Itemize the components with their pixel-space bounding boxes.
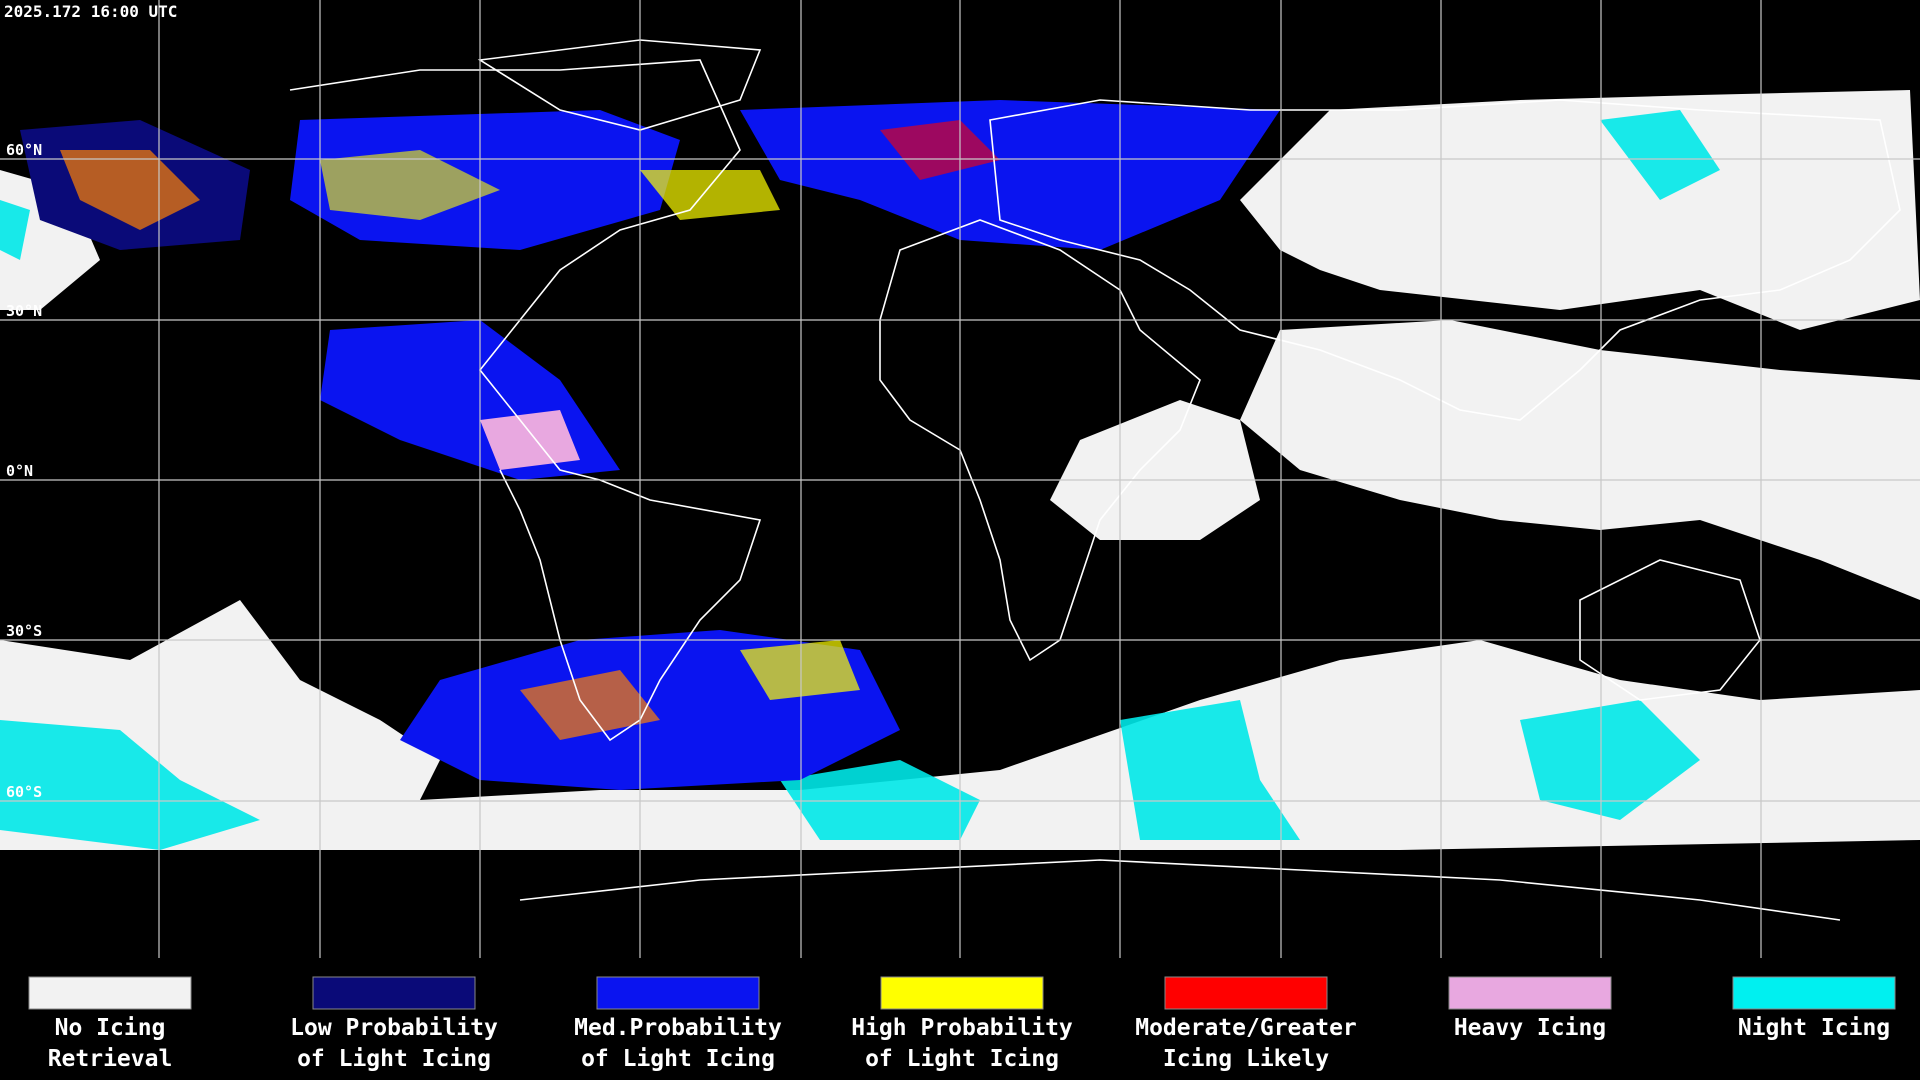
legend-label: of Light Icing [865, 1046, 1059, 1072]
timestamp: 2025.172 16:00 UTC [4, 2, 177, 21]
legend-swatch [1164, 976, 1328, 1010]
latitude-label: 30°N [6, 302, 42, 320]
legend-label: Heavy Icing [1454, 1015, 1606, 1041]
map [0, 0, 1920, 958]
icing-areas [20, 100, 1280, 790]
coastlines [289, 39, 1901, 921]
no-icing-areas [0, 90, 1920, 850]
legend-label: High Probability [851, 1015, 1073, 1041]
legend-label: No Icing [55, 1015, 166, 1041]
legend-label: of Light Icing [297, 1046, 491, 1072]
legend-swatch [1448, 976, 1612, 1010]
legend-label: of Light Icing [581, 1046, 775, 1072]
latitude-label: 60°S [6, 783, 42, 801]
latitude-label: 60°N [6, 141, 42, 159]
latitude-labels: 60°N 30°N 0°N 30°S 60°S [6, 141, 42, 801]
legend-swatch [880, 976, 1044, 1010]
legend-label: Icing Likely [1163, 1046, 1329, 1072]
legend-swatch [312, 976, 476, 1010]
graticule [0, 0, 1920, 958]
legend: No Icing Retrieval Low Probability of Light… [28, 976, 1896, 1072]
legend-swatch [1732, 976, 1896, 1010]
legend-label: Retrieval [48, 1046, 173, 1072]
legend-label: Night Icing [1738, 1015, 1890, 1041]
latitude-label: 0°N [6, 462, 33, 480]
legend-label: Med.Probability [574, 1015, 782, 1041]
legend-label: Moderate/Greater [1135, 1015, 1357, 1041]
legend-swatch [596, 976, 760, 1010]
latitude-label: 30°S [6, 622, 42, 640]
legend-swatch [28, 976, 192, 1010]
night-icing-areas [0, 110, 1720, 850]
legend-label: Low Probability [290, 1015, 498, 1041]
